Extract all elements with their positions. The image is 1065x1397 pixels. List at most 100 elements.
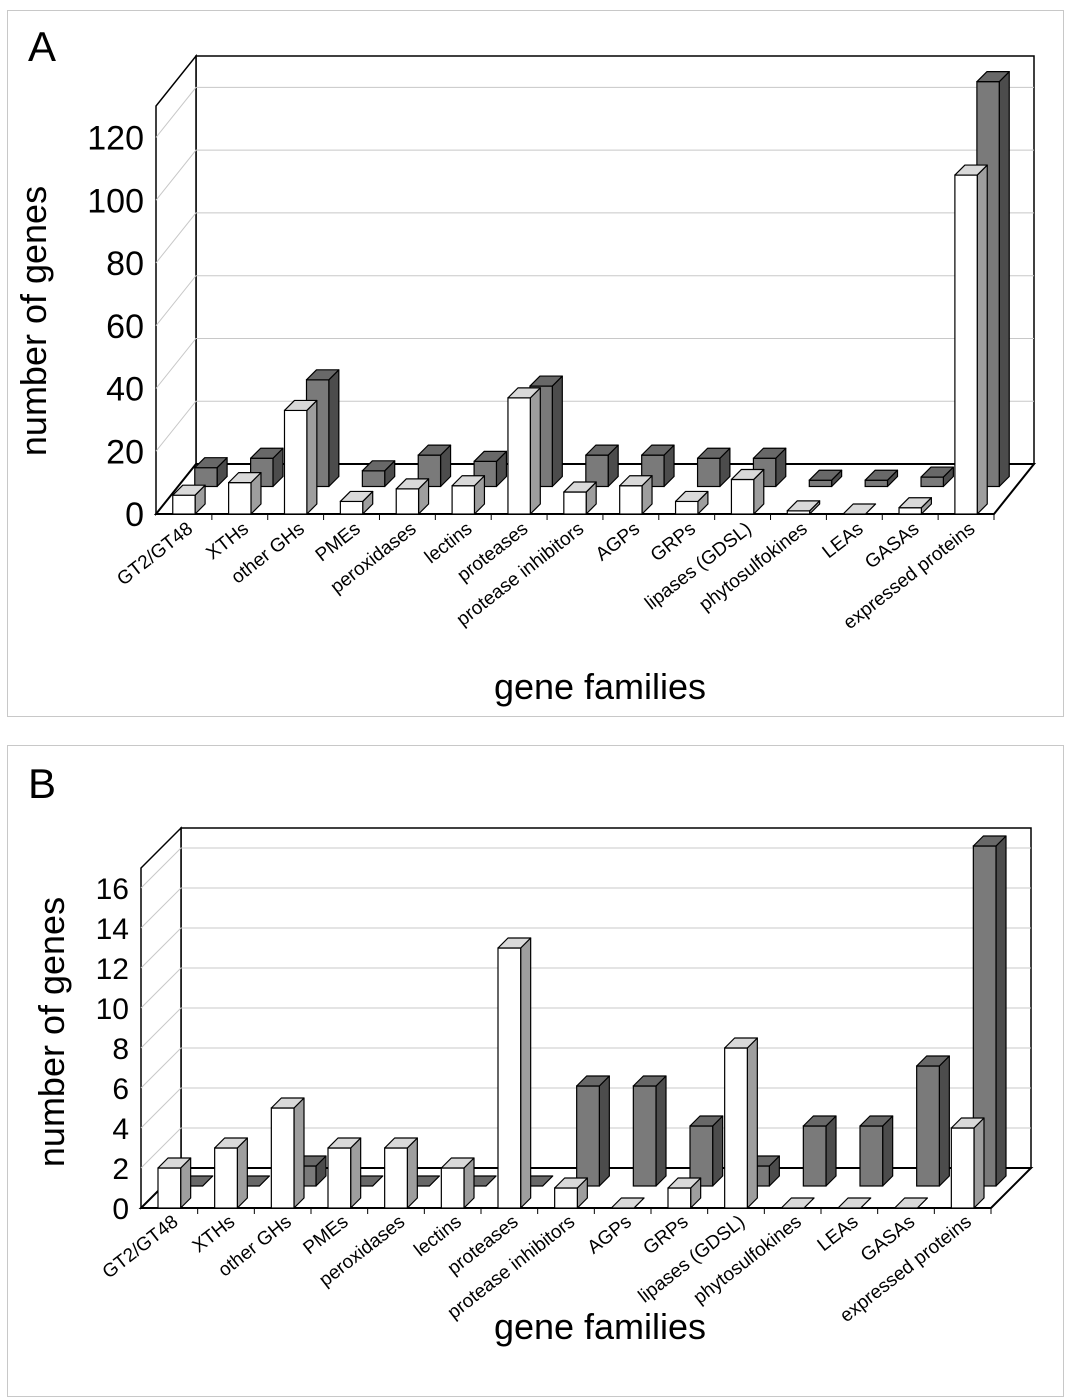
bar-front (632, 1085, 657, 1187)
bar-series-1 (674, 490, 709, 515)
bar-top (395, 478, 430, 490)
bar-top (417, 444, 452, 456)
y-tick-label: 10 (96, 993, 129, 1026)
bar-series-1 (610, 1197, 645, 1209)
x-tick-label: LEAs (814, 1211, 863, 1256)
bar-series-1 (667, 1177, 702, 1209)
x-tick-label: LEAs (819, 518, 868, 563)
bar-series-1 (563, 481, 597, 515)
bar-top (283, 399, 318, 412)
panel-a: A 0 20 40 60 80 100 120 GT2/GT48 XTHs other GHs PME… (7, 10, 1064, 717)
bar-top (786, 500, 821, 512)
y-tick-label: 20 (106, 433, 144, 471)
bar-top (250, 447, 284, 459)
bar-series-1 (950, 1117, 985, 1209)
bar-side (293, 1097, 305, 1209)
bar-top (898, 497, 932, 509)
bar-front (270, 1107, 295, 1209)
gridline (155, 212, 1034, 264)
y-tick-label: 2 (112, 1153, 129, 1186)
bar-side (976, 164, 988, 515)
bar-top (842, 503, 877, 515)
bar-top (780, 1197, 815, 1209)
bar-series-2 (576, 1075, 610, 1187)
bar-top (976, 71, 1010, 83)
bar-front (214, 1147, 238, 1209)
bar-front (667, 1187, 692, 1209)
bar-series-2 (194, 457, 228, 488)
bar-series-1 (898, 497, 932, 515)
bar-side (882, 1115, 894, 1187)
y-tick-label: 100 (87, 182, 144, 220)
bar-side (995, 835, 1007, 1187)
gridline (140, 887, 1031, 929)
y-tick-label: 8 (112, 1033, 129, 1066)
bar-series-2 (361, 460, 396, 488)
bar-side (328, 369, 340, 488)
bar-top (440, 1157, 475, 1169)
panel-b: B 0 2 4 6 8 10 12 14 16 GT2/GT48 XTHs other GHs PMEs p… (7, 745, 1064, 1397)
bar-series-2 (689, 1115, 724, 1187)
bar-front (730, 478, 755, 515)
y-tick-label: 0 (112, 1193, 129, 1226)
bar-series-1 (228, 472, 262, 515)
y-tick-label: 120 (87, 120, 144, 158)
bar-series-1 (440, 1157, 475, 1209)
bar-front (563, 491, 587, 515)
bar-front (576, 1085, 600, 1187)
bar-series-1 (270, 1097, 305, 1209)
bar-top (157, 1157, 192, 1169)
bar-top (497, 937, 532, 949)
bar-top (554, 1177, 588, 1189)
bar-front (507, 397, 531, 515)
bar-top (610, 1197, 645, 1209)
bar-top (632, 1075, 667, 1087)
bar-series-1 (214, 1137, 248, 1209)
bar-series-2 (417, 444, 452, 488)
x-tick-label: AGPs (592, 518, 644, 565)
bar-top (194, 457, 228, 469)
bar-front (898, 507, 922, 515)
y-tick-label: 0 (125, 496, 144, 534)
bar-side (712, 1115, 724, 1187)
bar-series-1 (786, 500, 821, 515)
bar-top (305, 369, 340, 381)
bar-top (563, 481, 597, 493)
bar-front (554, 1187, 578, 1209)
gridline (155, 400, 1034, 452)
bar-series-2 (696, 447, 731, 488)
bar-series-1 (842, 503, 877, 515)
bar-front (451, 485, 476, 515)
bar-series-1 (172, 484, 206, 515)
bar-front (339, 500, 364, 515)
bar-series-1 (730, 468, 765, 515)
side-wall (140, 826, 182, 1210)
bar-side (350, 1137, 362, 1209)
bar-top (473, 450, 508, 462)
bar-front (327, 1147, 352, 1209)
bar-side (520, 937, 532, 1209)
bar-series-1 (451, 475, 486, 515)
bar-side (746, 1037, 758, 1209)
bar-top (529, 375, 563, 387)
bar-front (283, 409, 308, 515)
bar-top (752, 447, 787, 459)
gridline (140, 927, 1031, 969)
y-tick-label: 16 (96, 873, 129, 906)
bar-top (950, 1117, 985, 1129)
bar-side (529, 387, 541, 515)
bar-top (507, 387, 541, 399)
bar-series-2 (250, 447, 284, 488)
bar-top (674, 490, 709, 503)
bar-front (916, 1065, 940, 1187)
bar-series-2 (916, 1055, 950, 1187)
y-tick-label: 80 (106, 245, 144, 283)
bar-top (954, 164, 988, 176)
bar-top (339, 490, 374, 503)
bar-top (172, 484, 206, 496)
bar-series-1 (327, 1137, 362, 1209)
bar-top (724, 1037, 758, 1049)
bar-top (270, 1097, 305, 1109)
